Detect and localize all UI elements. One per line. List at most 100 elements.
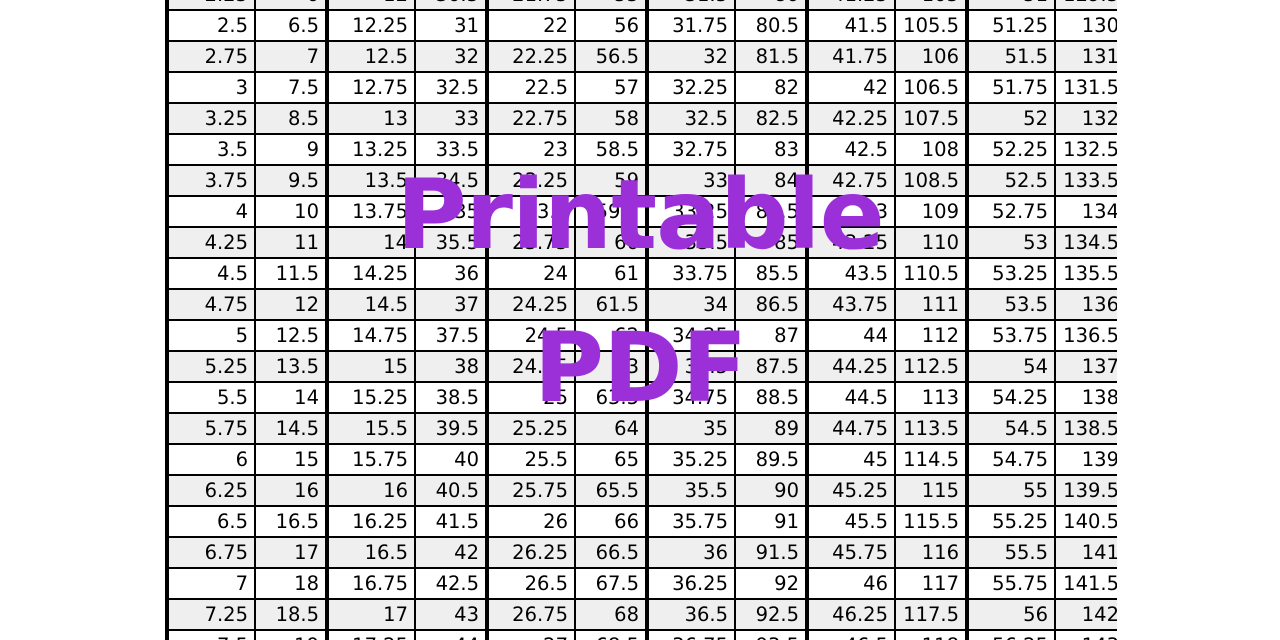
table-cell: 32.5 [414, 71, 489, 104]
table-cell: 16.75 [325, 567, 416, 600]
table-cell: 36.5 [645, 598, 736, 631]
table-cell: 11 [254, 226, 329, 259]
table-cell: 53.5 [965, 288, 1056, 321]
table-cell: 138 [1054, 381, 1117, 414]
table-cell: 24.5 [485, 319, 576, 352]
table-cell: 132.5 [1054, 133, 1117, 166]
table-cell: 135.5 [1054, 257, 1117, 290]
table-cell: 23.25 [485, 164, 576, 197]
table-cell: 32 [414, 40, 489, 73]
table-cell: 22.75 [485, 102, 576, 135]
table-cell: 105.5 [894, 9, 969, 42]
table-cell: 139.5 [1054, 474, 1117, 507]
table-cell: 141 [1054, 536, 1117, 569]
table-cell: 16 [254, 474, 329, 507]
table-cell: 35.5 [414, 226, 489, 259]
table-cell: 139 [1054, 443, 1117, 476]
table-cell: 16.5 [254, 505, 329, 538]
table-cell: 42.25 [805, 102, 896, 135]
table-cell: 39.5 [414, 412, 489, 445]
table-cell: 54 [965, 350, 1056, 383]
table-cell: 41.5 [414, 505, 489, 538]
table-cell: 22 [485, 9, 576, 42]
table-cell: 44.5 [805, 381, 896, 414]
table-cell: 12.5 [254, 319, 329, 352]
table-cell: 42 [805, 71, 896, 104]
table-cell: 109 [894, 195, 969, 228]
table-cell: 131.5 [1054, 71, 1117, 104]
table-cell: 36 [414, 257, 489, 290]
table-cell: 111 [894, 288, 969, 321]
table-cell: 14 [325, 226, 416, 259]
table-cell: 92.5 [734, 598, 809, 631]
table-cell: 133.5 [1054, 164, 1117, 197]
table-cell: 140.5 [1054, 505, 1117, 538]
table-cell: 42 [414, 536, 489, 569]
table-cell: 80 [734, 0, 809, 11]
table-row: 3.25 8.5 13 33 22.75 58 32.5 82.5 42.25 107.5 52 13… [165, 102, 1117, 135]
table-cell: 52.25 [965, 133, 1056, 166]
table-cell: 34.5 [645, 350, 736, 383]
table-cell: 15 [325, 350, 416, 383]
table-cell: 106.5 [894, 71, 969, 104]
table-cell: 41.75 [805, 40, 896, 73]
table-cell: 38.5 [414, 381, 489, 414]
table-cell: 25 [485, 381, 576, 414]
table-cell: 44 [805, 319, 896, 352]
table-cell: 15.25 [325, 381, 416, 414]
table-cell: 3.5 [165, 133, 256, 166]
table-cell: 85 [734, 226, 809, 259]
table-cell: 17.25 [325, 629, 416, 640]
table-cell: 46.25 [805, 598, 896, 631]
table-cell: 51.25 [965, 9, 1056, 42]
conversion-table-viewport[interactable]: 2.2561230.521.755531.58041.2510551129.52… [165, 0, 1117, 640]
table-cell: 36.75 [645, 629, 736, 640]
table-cell: 51.5 [965, 40, 1056, 73]
table-row: 5.25 13.5 15 38 24.75 63 34.5 87.5 44.25 112.5 54 1… [165, 350, 1117, 383]
table-cell: 65 [574, 443, 649, 476]
table-cell: 132 [1054, 102, 1117, 135]
table-cell: 15.75 [325, 443, 416, 476]
table-cell: 26.25 [485, 536, 576, 569]
table-cell: 12 [325, 0, 416, 11]
table-cell: 57 [574, 71, 649, 104]
table-cell: 13.5 [254, 350, 329, 383]
table-cell: 3.75 [165, 164, 256, 197]
table-cell: 12.5 [325, 40, 416, 73]
table-row: 5.5 14 15.25 38.5 25 63.5 34.75 88.5 44.5 113 54.2… [165, 381, 1117, 414]
table-cell: 51 [965, 0, 1056, 11]
table-cell: 89 [734, 412, 809, 445]
table-cell: 14.5 [325, 288, 416, 321]
table-cell: 2.75 [165, 40, 256, 73]
table-cell: 82 [734, 71, 809, 104]
table-cell: 43.5 [805, 257, 896, 290]
table-cell: 21.75 [485, 0, 576, 11]
table-cell: 110.5 [894, 257, 969, 290]
table-cell: 60 [574, 226, 649, 259]
table-cell: 53.25 [965, 257, 1056, 290]
table-cell: 32.5 [645, 102, 736, 135]
table-row: 6 15 15.75 40 25.5 65 35.25 89.5 45 114.5 54.75 139 [165, 443, 1117, 476]
table-cell: 17 [325, 598, 416, 631]
table-cell: 112 [894, 319, 969, 352]
table-cell: 11.5 [254, 257, 329, 290]
table-cell: 114.5 [894, 443, 969, 476]
table-cell: 35 [414, 195, 489, 228]
table-cell: 55 [965, 474, 1056, 507]
table-cell: 17 [254, 536, 329, 569]
table-cell: 26.75 [485, 598, 576, 631]
table-cell: 85.5 [734, 257, 809, 290]
table-cell: 5 [165, 319, 256, 352]
table-cell: 105 [894, 0, 969, 11]
table-cell: 88.5 [734, 381, 809, 414]
table-cell: 89.5 [734, 443, 809, 476]
table-row: 6.25 16 16 40.5 25.75 65.5 35.5 90 45.25 115 55 139… [165, 474, 1117, 507]
table-cell: 6.25 [165, 474, 256, 507]
table-cell: 46.5 [805, 629, 896, 640]
table-cell: 46 [805, 567, 896, 600]
table-cell: 4.5 [165, 257, 256, 290]
table-cell: 33.5 [414, 133, 489, 166]
table-cell: 35.75 [645, 505, 736, 538]
table-cell: 12 [254, 288, 329, 321]
table-cell: 87.5 [734, 350, 809, 383]
